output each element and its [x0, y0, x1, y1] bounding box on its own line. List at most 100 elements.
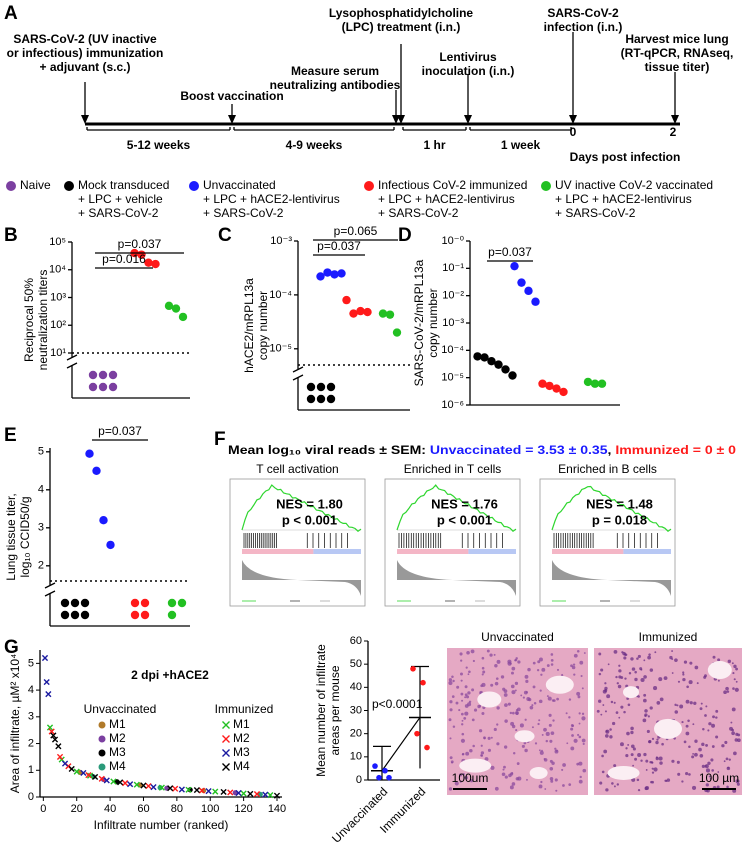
nucleus	[685, 724, 689, 728]
y-tick-label: 50	[350, 658, 362, 670]
nucleus	[510, 721, 515, 726]
nucleus	[576, 649, 580, 653]
nucleus	[693, 701, 697, 705]
nucleus	[460, 712, 464, 716]
y-tick-label: 10	[350, 751, 362, 763]
nucleus	[547, 696, 552, 701]
below-detection-point	[98, 382, 108, 392]
nucleus	[688, 680, 693, 685]
nucleus	[694, 665, 699, 670]
nucleus	[539, 657, 543, 662]
nucleus	[503, 765, 506, 769]
data-point	[378, 309, 388, 318]
y-tick-label: 20	[350, 728, 362, 740]
nucleus	[717, 658, 721, 662]
nucleus	[458, 773, 463, 777]
y-tick-label: 10⁻⁴	[269, 289, 292, 301]
legend-label: M1	[233, 717, 250, 731]
nucleus	[512, 752, 516, 755]
nucleus	[460, 738, 466, 743]
nucleus	[490, 765, 495, 770]
nucleus	[645, 769, 648, 771]
nucleus	[628, 672, 632, 675]
nucleus	[671, 672, 674, 674]
nucleus	[550, 659, 554, 662]
nucleus	[570, 727, 574, 731]
nucleus	[510, 671, 514, 675]
data-point	[106, 540, 115, 550]
data-point	[80, 769, 87, 777]
y-axis-label: areas per mouse	[328, 665, 342, 755]
nucleus	[570, 746, 575, 751]
legend-swatch	[98, 721, 106, 729]
nucleus	[523, 741, 527, 745]
gsea-title: Enriched in T cells	[404, 462, 502, 476]
nucleus	[507, 659, 512, 664]
nucleus	[532, 685, 536, 689]
data-point	[494, 360, 503, 369]
nucleus	[701, 742, 705, 747]
data-point	[508, 371, 517, 380]
nucleus	[550, 731, 555, 735]
nucleus	[643, 698, 647, 703]
nucleus	[696, 682, 699, 685]
nucleus	[545, 739, 549, 743]
nucleus	[644, 709, 648, 713]
y-axis-label: hACE2/mRPL13a	[242, 278, 256, 373]
nucleus	[596, 709, 600, 713]
nucleus	[538, 719, 541, 722]
nucleus	[631, 667, 636, 671]
nucleus	[637, 654, 641, 658]
nucleus	[630, 657, 634, 661]
nucleus	[723, 760, 726, 763]
nucleus	[470, 649, 475, 654]
nucleus	[656, 738, 659, 741]
nucleus	[490, 736, 493, 739]
image-title: Unvaccinated	[481, 630, 554, 644]
legend-label: M3	[233, 745, 250, 759]
nucleus	[622, 651, 626, 656]
nucleus	[685, 731, 690, 736]
nucleus	[627, 743, 630, 746]
nucleus	[495, 677, 499, 680]
nucleus	[731, 728, 734, 732]
nucleus	[511, 690, 516, 695]
nucleus	[480, 684, 484, 688]
nucleus	[649, 706, 653, 710]
nucleus	[705, 783, 709, 787]
group-swatch	[64, 181, 74, 191]
nucleus	[511, 666, 516, 671]
nucleus	[721, 744, 725, 748]
gsea-rank-bar	[242, 549, 314, 554]
data-point	[164, 301, 174, 311]
nucleus	[473, 708, 478, 712]
panel-label: C	[218, 225, 232, 246]
data-point	[46, 724, 54, 731]
group-label: + LPC + hACE2-lentivirus	[555, 192, 692, 206]
nucleus	[549, 777, 554, 781]
nucleus	[539, 689, 542, 692]
nucleus	[609, 735, 613, 739]
nucleus	[734, 738, 738, 742]
nucleus	[461, 723, 464, 726]
data-point	[330, 270, 339, 279]
data-point	[185, 786, 192, 793]
gsea-header-part: ,	[608, 443, 616, 457]
nucleus	[448, 718, 452, 722]
nucleus	[538, 784, 543, 789]
nucleus	[554, 749, 559, 754]
nucleus	[615, 675, 618, 679]
nucleus	[681, 721, 684, 724]
nucleus	[472, 659, 475, 663]
nucleus	[630, 744, 635, 749]
nucleus	[674, 710, 679, 714]
nucleus	[466, 651, 470, 655]
axis-break	[292, 366, 304, 373]
data-point	[323, 268, 332, 277]
data-point	[85, 771, 92, 779]
nucleus	[577, 695, 581, 699]
nucleus	[648, 653, 651, 656]
axis-break	[66, 354, 78, 361]
group-label: + LPC + vehicle	[78, 192, 163, 206]
